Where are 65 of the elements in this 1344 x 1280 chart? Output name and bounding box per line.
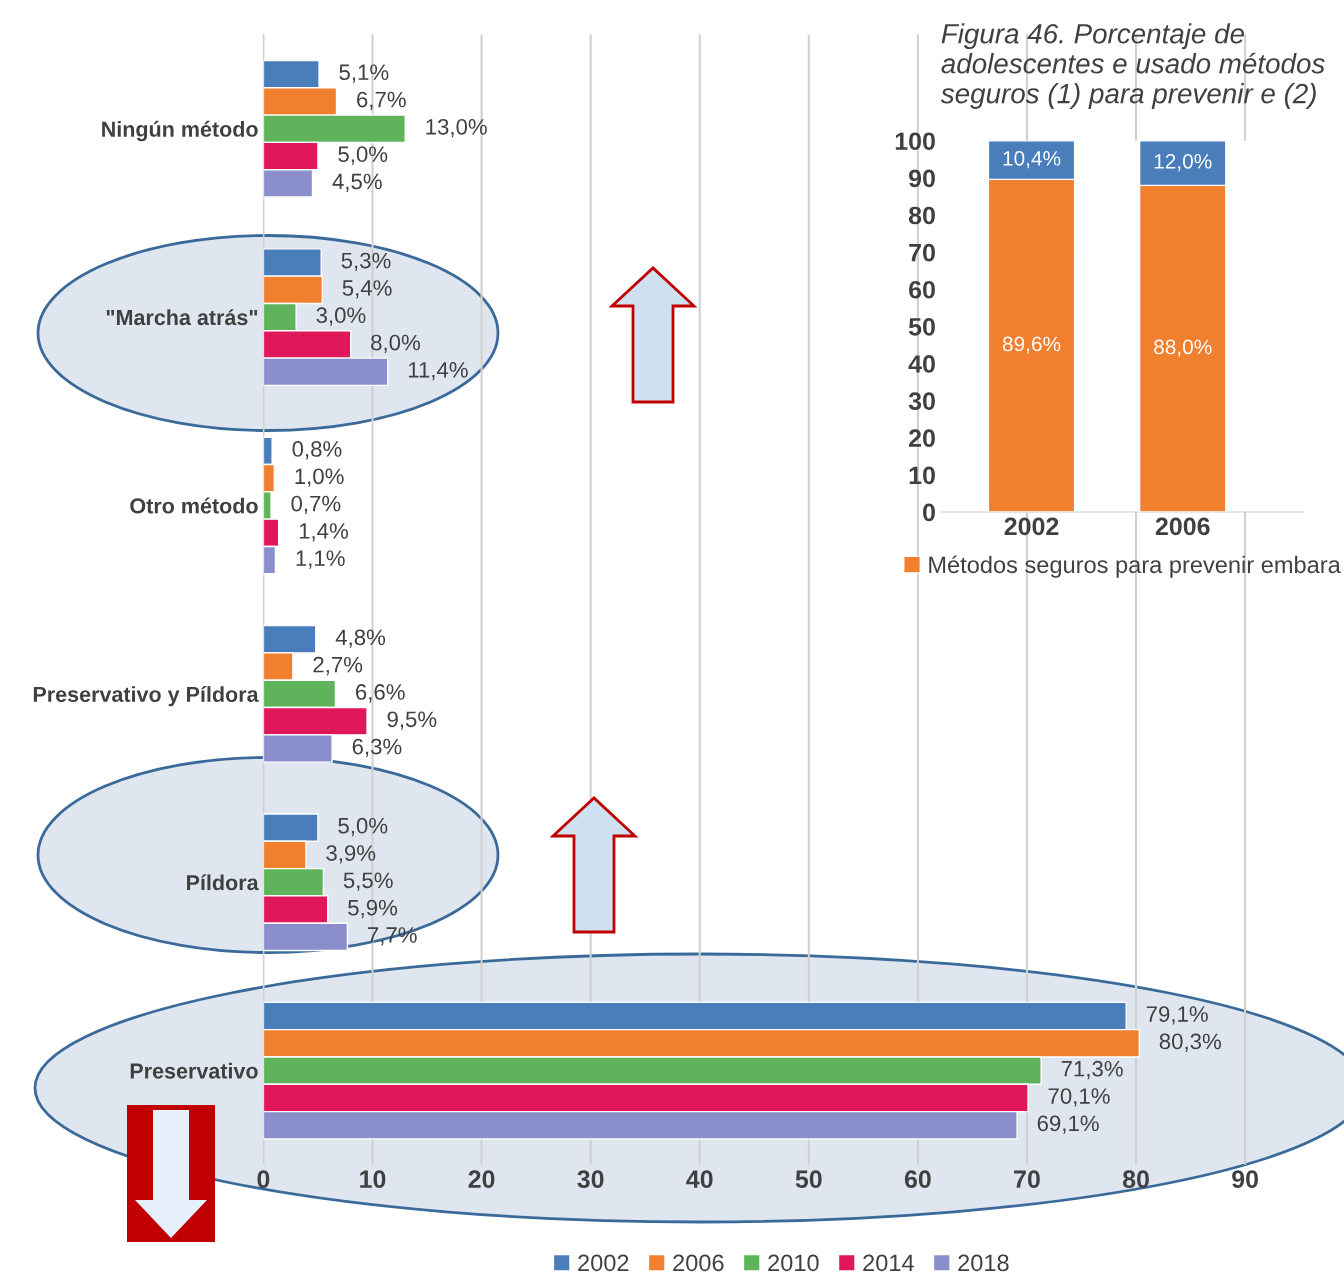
y-tick-label: 0 — [923, 503, 935, 522]
data-label: 70,1% — [1048, 1088, 1110, 1107]
data-label: 11,4% — [408, 362, 468, 381]
y-tick-label: 30 — [908, 392, 935, 410]
y-tick-label: 100 — [895, 132, 935, 151]
data-label: 5,9% — [348, 899, 398, 919]
data-label: 1,4% — [299, 523, 348, 542]
data-label: 10,4% — [1003, 150, 1061, 169]
x-tick-label: 30 — [577, 1170, 604, 1189]
data-label: 2,7% — [313, 656, 363, 676]
data-label: 8,0% — [371, 334, 420, 354]
y-tick-label: Preservativo y Píldora — [33, 685, 259, 707]
data-label: 3,9% — [326, 845, 376, 864]
data-label: 5,0% — [338, 817, 388, 837]
data-label: 5,3% — [341, 252, 391, 272]
y-tick-label: 80 — [908, 206, 935, 225]
data-label: 5,1% — [339, 64, 389, 83]
data-label: 6,7% — [357, 91, 406, 111]
data-label: 9,5% — [387, 711, 437, 730]
data-label: 80,3% — [1159, 1033, 1221, 1052]
legend-label: 2010 — [768, 1254, 819, 1272]
data-label: 71,3% — [1061, 1060, 1123, 1080]
y-tick-label: 90 — [909, 169, 935, 188]
y-tick-label: Ningún método — [102, 120, 258, 142]
data-label: 88,0% — [1154, 339, 1212, 357]
y-tick-label: Otro método — [130, 497, 258, 514]
data-label: 1,0% — [295, 468, 344, 487]
x-tick-label: 10 — [360, 1170, 386, 1189]
legend-label: 2018 — [958, 1254, 1009, 1272]
x-tick-label: 80 — [1122, 1170, 1149, 1189]
x-tick-label: 70 — [1014, 1170, 1040, 1189]
y-tick-label: 20 — [909, 429, 935, 448]
x-tick-label: 90 — [1232, 1170, 1258, 1189]
chart-title: Figura 46. Porcentaje de adolescentes e usado métodos seguros (1) para prevenir e (2) — [940, 23, 1325, 109]
data-label: 13,0% — [426, 118, 487, 138]
data-label: 89,6% — [1002, 336, 1061, 354]
y-tick-label: 10 — [909, 466, 935, 485]
data-label: 69,1% — [1037, 1115, 1099, 1134]
legend-label: 2002 — [578, 1254, 629, 1272]
data-label: 6,6% — [355, 684, 405, 703]
data-label: 12,0% — [1154, 153, 1212, 172]
y-tick-label: Píldora — [187, 874, 259, 891]
data-label: 5,0% — [338, 146, 388, 165]
legend-label: 2006 — [673, 1254, 724, 1272]
data-label: 79,1% — [1146, 1006, 1208, 1025]
y-tick-label: Preservativo — [130, 1062, 258, 1079]
data-label: 4,5% — [332, 173, 382, 192]
y-tick-label: 70 — [909, 243, 935, 262]
legend-label: 2014 — [863, 1254, 914, 1272]
x-tick-label: 20 — [468, 1170, 495, 1189]
data-label: 6,3% — [352, 738, 402, 758]
data-label: 0,7% — [291, 495, 341, 515]
y-tick-label: 60 — [909, 280, 935, 299]
x-tick-label: 50 — [795, 1170, 822, 1189]
data-label: 0,8% — [292, 441, 342, 460]
data-label: 5,5% — [343, 872, 393, 891]
x-tick-label: 40 — [686, 1170, 713, 1189]
data-label: 1,1% — [296, 550, 345, 569]
data-label: 3,0% — [316, 307, 366, 326]
y-tick-label: "Marcha atrás" — [106, 309, 258, 326]
data-label: 4,8% — [335, 629, 386, 648]
y-tick-label: 50 — [908, 318, 935, 336]
legend-label: Métodos seguros para prevenir embara — [929, 555, 1341, 578]
y-tick-label: 40 — [908, 355, 935, 373]
data-label: 5,4% — [342, 280, 392, 299]
